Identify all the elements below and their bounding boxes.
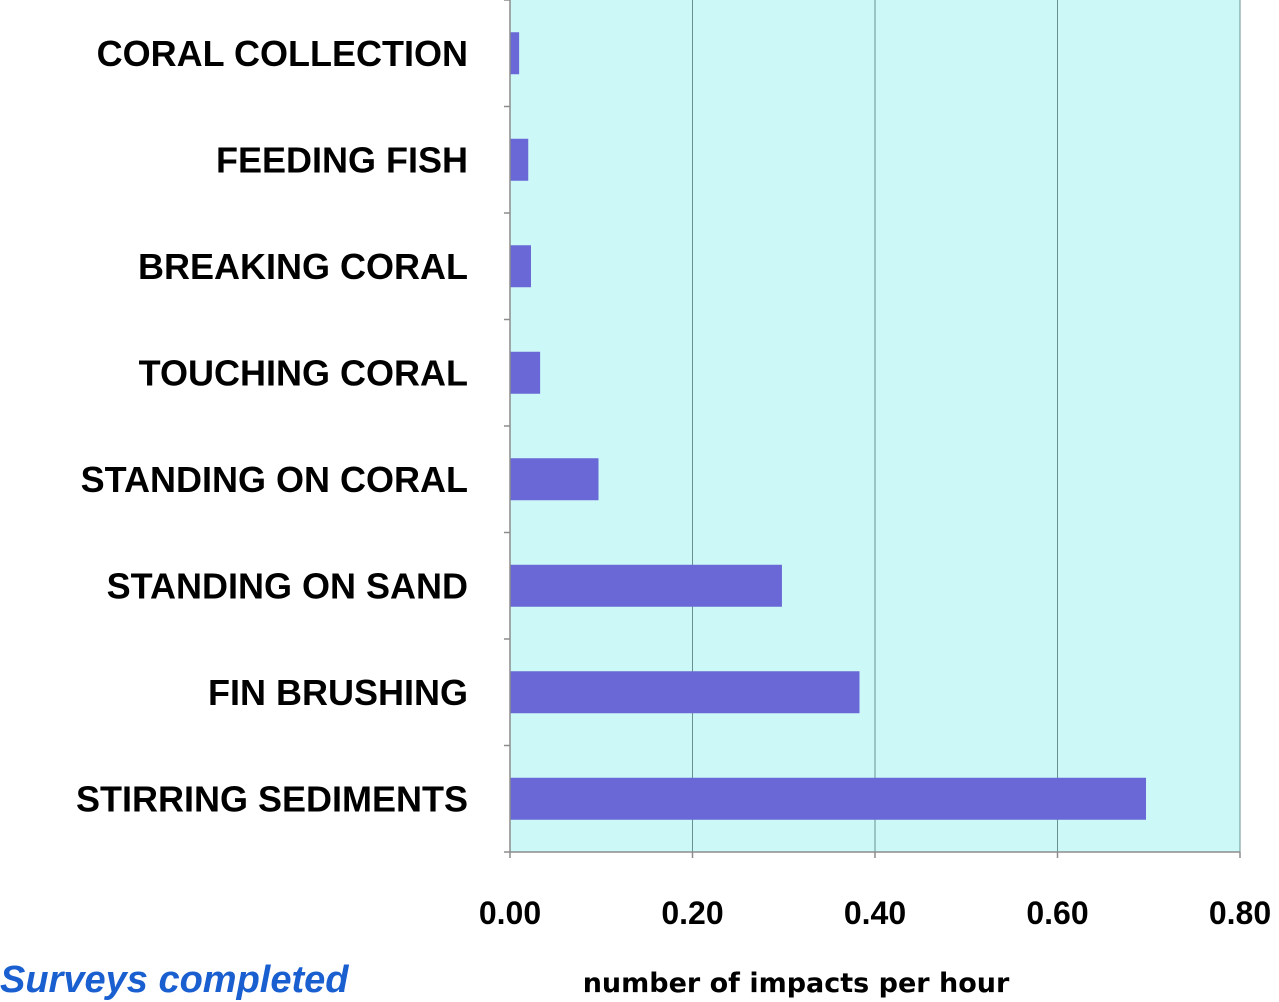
axes bbox=[504, 0, 1241, 858]
bar bbox=[510, 138, 529, 181]
category-label: TOUCHING CORAL bbox=[139, 352, 468, 393]
x-tick-label: 0.60 bbox=[1026, 895, 1088, 931]
category-labels: CORAL COLLECTION FEEDING FISH BREAKING COR… bbox=[76, 33, 468, 820]
x-tick-label: 0.40 bbox=[844, 895, 906, 931]
footer-caption: Surveys completed bbox=[0, 959, 349, 1001]
category-label: CORAL COLLECTION bbox=[97, 33, 468, 74]
x-tick-label: 0.00 bbox=[479, 895, 541, 931]
category-label: FIN BRUSHING bbox=[208, 672, 468, 713]
bar bbox=[510, 351, 541, 394]
category-label: FEEDING FISH bbox=[216, 139, 468, 180]
bar bbox=[510, 458, 599, 501]
category-label: STANDING ON SAND bbox=[107, 565, 468, 606]
category-label: STIRRING SEDIMENTS bbox=[76, 778, 468, 819]
x-tick-labels: 0.00 0.20 0.40 0.60 0.80 bbox=[479, 895, 1271, 931]
category-label: BREAKING CORAL bbox=[138, 246, 468, 287]
x-axis-title: number of impacts per hour bbox=[583, 968, 1010, 999]
bar bbox=[510, 777, 1147, 820]
category-label: STANDING ON CORAL bbox=[81, 459, 468, 500]
x-tick-label: 0.80 bbox=[1209, 895, 1271, 931]
bar bbox=[510, 245, 531, 288]
bar bbox=[510, 564, 782, 607]
x-tick-label: 0.20 bbox=[661, 895, 723, 931]
bar bbox=[510, 671, 860, 714]
bars bbox=[510, 32, 1147, 820]
bar bbox=[510, 32, 520, 75]
